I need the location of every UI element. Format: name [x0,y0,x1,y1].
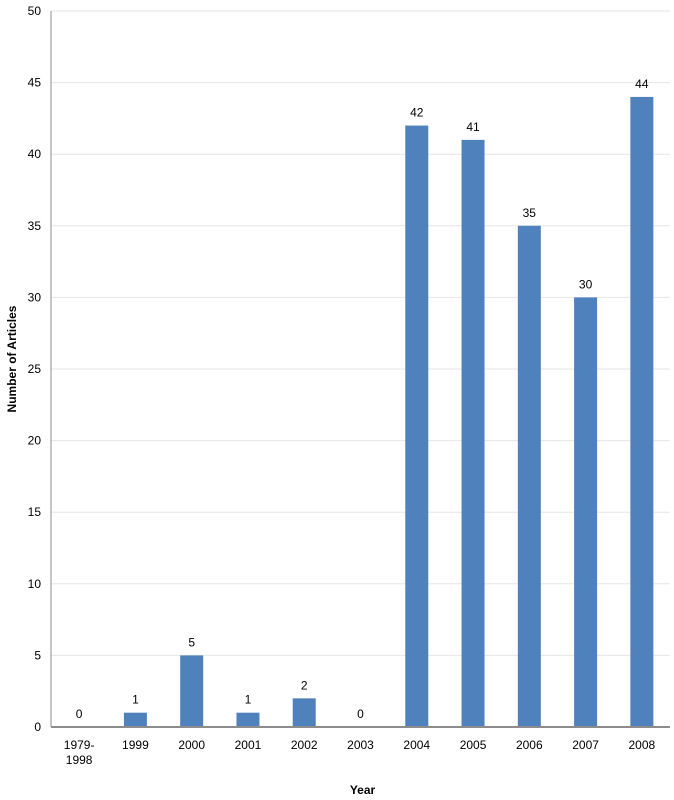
y-tick-label: 40 [28,147,42,161]
y-tick-label: 25 [28,362,42,376]
y-axis-title: Number of Articles [5,305,19,412]
x-tick-label: 2007 [572,738,599,752]
x-tick-label: 1979-1998 [64,738,95,767]
x-tick-label: 2002 [291,738,318,752]
data-label: 2 [301,678,308,692]
y-tick-label: 10 [28,577,42,591]
data-label: 0 [76,707,83,721]
bar [405,125,429,727]
y-tick-label: 0 [34,720,41,734]
y-tick-label: 50 [28,4,42,18]
data-label: 41 [466,120,480,134]
data-label: 30 [579,277,593,291]
x-tick-label: 1999 [122,738,149,752]
y-tick-label: 5 [34,648,41,662]
bar [461,139,485,727]
x-axis-ticks: 1979-1998 1999 2000 2001 2002 2003 2004 2005 200… [64,738,656,767]
y-tick-label: 30 [28,290,42,304]
bar [630,96,654,728]
data-label: 1 [245,693,252,707]
data-label: 35 [523,206,537,220]
x-tick-label: 2003 [347,738,374,752]
data-label: 42 [410,106,424,120]
bar [517,225,541,728]
bar [180,655,204,727]
y-tick-label: 45 [28,76,42,90]
bar [123,712,147,727]
bar [574,297,598,727]
x-tick-label: 2008 [629,738,656,752]
y-tick-label: 20 [28,434,42,448]
data-labels: 0 1 5 1 2 0 42 41 35 30 44 [76,77,649,721]
x-tick-label: 2005 [460,738,487,752]
x-tick-label: 2004 [403,738,430,752]
data-label: 1 [132,693,139,707]
x-tick-label: 2001 [235,738,262,752]
gridlines [51,10,670,656]
bar [236,712,260,727]
data-label: 0 [357,707,364,721]
y-tick-label: 35 [28,219,42,233]
y-tick-label: 15 [28,505,42,519]
data-label: 5 [188,635,195,649]
x-tick-label: 2006 [516,738,543,752]
data-label: 44 [635,77,649,91]
x-tick-label: 2000 [178,738,205,752]
bars [123,96,654,728]
x-axis-title: Year [350,783,376,797]
bar [292,698,316,727]
y-axis-ticks: 0 5 10 15 20 25 30 35 40 45 50 [28,4,42,734]
